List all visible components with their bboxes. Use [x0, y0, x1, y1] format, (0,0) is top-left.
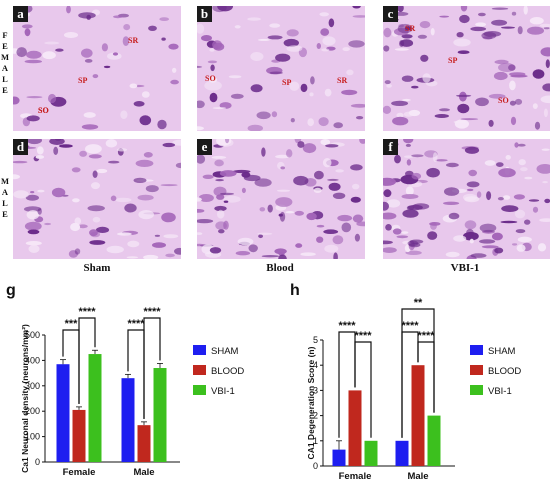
panel-letter-b: b — [197, 6, 212, 22]
significance-bracket — [401, 308, 435, 438]
legend-label-sham: SHAM — [488, 346, 516, 357]
region-label: SP — [282, 78, 292, 87]
micrograph-texture — [197, 139, 365, 259]
region-label: SO — [205, 74, 216, 83]
bar-vbi-1-male — [427, 415, 441, 466]
significance-label: **** — [127, 318, 145, 330]
caption-sham: Sham — [83, 262, 111, 274]
micrograph-texture — [13, 139, 181, 259]
region-label: SO — [38, 106, 49, 115]
region-label: SR — [128, 36, 139, 45]
legend-label-vbi-1: VBI-1 — [488, 386, 512, 397]
y-tick-label: 300 — [25, 381, 40, 391]
region-label: SO — [38, 106, 49, 115]
x-tick-label: Male — [407, 471, 428, 482]
micrograph-f: f — [382, 138, 550, 260]
y-tick-label: 200 — [25, 406, 40, 416]
panel-letter-e: e — [197, 139, 212, 155]
significance-label: **** — [401, 320, 419, 332]
region-label: SP — [78, 76, 88, 85]
y-axis-label: Ca1 Neuronal density (neurons/mm²) — [20, 324, 30, 473]
bar-vbi-1-female — [88, 354, 102, 462]
panel-letter-c: c — [383, 6, 398, 22]
legend-swatch-vbi-1 — [470, 385, 483, 395]
x-tick-label: Female — [339, 471, 372, 482]
panel-letter-f: f — [383, 139, 398, 155]
region-label: SR — [405, 24, 416, 33]
significance-bracket — [143, 317, 161, 419]
y-tick-label: 400 — [25, 355, 40, 365]
legend-label-vbi-1: VBI-1 — [211, 386, 235, 397]
y-axis-label: CA1 Degeneration Score (n) — [306, 346, 316, 459]
bar-vbi-1-female — [364, 440, 378, 466]
panel-letter-a: a — [13, 6, 28, 22]
significance-bracket — [354, 341, 372, 438]
significance-label: **** — [143, 306, 161, 318]
panel-label-h: h — [290, 282, 300, 299]
bar-sham-male — [395, 440, 409, 466]
significance-label: *** — [65, 318, 79, 330]
caption-vbi: VBI-1 — [450, 262, 480, 274]
legend-swatch-sham — [193, 345, 206, 355]
region-label: SO — [498, 96, 509, 105]
micrograph-texture — [13, 6, 181, 131]
legend-swatch-blood — [193, 365, 206, 375]
micrograph-texture — [197, 6, 365, 131]
bar-blood-female — [348, 390, 362, 466]
significance-label: **** — [354, 330, 372, 342]
panel-letter-d: d — [13, 139, 28, 155]
region-label: SR — [337, 76, 348, 85]
y-tick-label: 3 — [313, 385, 318, 395]
y-tick-label: 500 — [25, 330, 40, 340]
legend-label-sham: SHAM — [211, 346, 239, 357]
legend-label-blood: BLOOD — [211, 366, 244, 377]
y-tick-label: 2 — [313, 411, 318, 421]
significance-label: ** — [414, 297, 423, 309]
y-tick-label: 0 — [35, 457, 40, 467]
bar-blood-male — [411, 365, 425, 466]
region-label: SP — [448, 56, 458, 65]
significance-label: **** — [417, 330, 435, 342]
micrograph-a: a SR SP SO SO — [12, 5, 182, 132]
legend-swatch-vbi-1 — [193, 385, 206, 395]
bar-vbi-1-male — [153, 368, 167, 462]
micrograph-b: b SO SP SR — [196, 5, 366, 132]
bar-sham-male — [121, 378, 135, 462]
bar-blood-male — [137, 425, 151, 462]
micrograph-texture — [383, 6, 550, 131]
significance-bracket — [78, 317, 96, 404]
micrograph-texture — [383, 139, 550, 259]
y-tick-label: 0 — [313, 461, 318, 471]
bar-sham-female — [56, 364, 70, 462]
x-tick-label: Female — [63, 467, 96, 478]
bar-blood-female — [72, 409, 86, 462]
y-tick-label: 1 — [313, 436, 318, 446]
y-tick-label: 100 — [25, 432, 40, 442]
significance-label: **** — [78, 306, 96, 318]
bar-sham-female — [332, 449, 346, 466]
micrograph-d: d — [12, 138, 182, 260]
caption-blood: Blood — [266, 262, 294, 274]
legend-label-blood: BLOOD — [488, 366, 521, 377]
micrograph-e: e — [196, 138, 366, 260]
significance-label: **** — [338, 320, 356, 332]
y-tick-label: 5 — [313, 335, 318, 345]
y-tick-label: 4 — [313, 360, 318, 370]
legend-swatch-blood — [470, 365, 483, 375]
x-tick-label: Male — [133, 467, 154, 478]
legend-swatch-sham — [470, 345, 483, 355]
panel-label-g: g — [6, 282, 16, 299]
micrograph-c: c SR SP SO — [382, 5, 550, 132]
